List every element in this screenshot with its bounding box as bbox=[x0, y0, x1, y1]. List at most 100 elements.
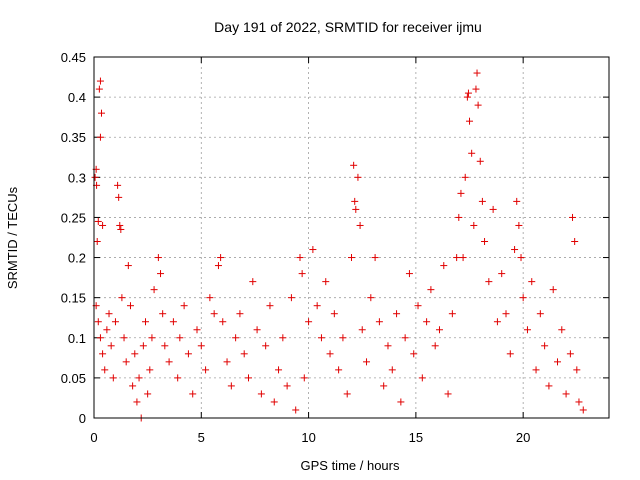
data-point bbox=[515, 221, 523, 229]
data-point bbox=[453, 254, 461, 262]
data-point bbox=[457, 189, 465, 197]
data-point bbox=[114, 181, 122, 189]
data-point bbox=[393, 310, 401, 318]
data-point bbox=[478, 197, 486, 205]
data-point bbox=[217, 254, 225, 262]
data-point bbox=[528, 278, 536, 286]
data-point bbox=[101, 366, 109, 374]
data-point bbox=[165, 358, 173, 366]
data-point bbox=[405, 270, 413, 278]
x-tick-label: 0 bbox=[90, 430, 97, 445]
data-point bbox=[375, 318, 383, 326]
axis-ticks: 0 0.05 0.1 0.15 0.2 0.25 0.3 0.35 0.4 0.45 0 5 10 15 2… bbox=[61, 50, 609, 445]
data-point bbox=[322, 278, 330, 286]
data-point bbox=[287, 294, 295, 302]
data-point bbox=[397, 398, 405, 406]
data-point bbox=[455, 213, 463, 221]
data-point bbox=[440, 262, 448, 270]
data-point bbox=[120, 334, 128, 342]
data-point bbox=[298, 270, 306, 278]
data-point bbox=[339, 334, 347, 342]
y-tick-label: 0.25 bbox=[61, 210, 86, 225]
data-point bbox=[96, 334, 104, 342]
plot-frame bbox=[93, 56, 610, 419]
data-point bbox=[571, 238, 579, 246]
data-point bbox=[99, 350, 107, 358]
data-point bbox=[423, 318, 431, 326]
data-point bbox=[335, 366, 343, 374]
data-point bbox=[367, 294, 375, 302]
y-tick-label: 0.3 bbox=[68, 170, 86, 185]
data-point bbox=[371, 254, 379, 262]
data-point bbox=[444, 390, 452, 398]
data-point bbox=[154, 254, 162, 262]
data-point bbox=[184, 350, 192, 358]
data-point bbox=[410, 350, 418, 358]
data-point bbox=[227, 382, 235, 390]
data-point bbox=[579, 406, 587, 414]
y-tick-label: 0.2 bbox=[68, 251, 86, 266]
data-point bbox=[193, 326, 201, 334]
data-point bbox=[474, 101, 482, 109]
data-point bbox=[142, 318, 149, 326]
data-point bbox=[351, 197, 359, 205]
data-point bbox=[414, 302, 422, 310]
data-point bbox=[94, 217, 102, 225]
data-point bbox=[536, 310, 544, 318]
data-point bbox=[427, 286, 435, 294]
data-point bbox=[463, 93, 471, 101]
data-point bbox=[292, 406, 300, 414]
data-point bbox=[558, 326, 566, 334]
data-point bbox=[139, 342, 147, 350]
data-point bbox=[202, 366, 210, 374]
data-point bbox=[95, 85, 103, 93]
data-point bbox=[129, 382, 137, 390]
data-point bbox=[418, 374, 426, 382]
data-point bbox=[300, 374, 308, 382]
data-point bbox=[517, 254, 525, 262]
data-point bbox=[472, 85, 480, 93]
data-point bbox=[107, 342, 115, 350]
data-point bbox=[174, 374, 182, 382]
data-point bbox=[343, 390, 351, 398]
y-tick-label: 0.1 bbox=[68, 331, 86, 346]
data-point bbox=[352, 205, 360, 213]
data-point bbox=[157, 270, 165, 278]
data-point bbox=[94, 318, 102, 326]
data-point bbox=[401, 334, 409, 342]
data-point bbox=[384, 342, 392, 350]
data-point bbox=[569, 213, 577, 221]
data-point bbox=[262, 342, 270, 350]
data-point bbox=[124, 262, 132, 270]
data-point bbox=[236, 310, 244, 318]
data-point bbox=[240, 350, 248, 358]
x-tick-label: 15 bbox=[409, 430, 423, 445]
data-point bbox=[146, 366, 154, 374]
data-point bbox=[358, 326, 366, 334]
data-point bbox=[135, 374, 143, 382]
data-point bbox=[270, 398, 278, 406]
data-point bbox=[356, 221, 364, 229]
data-point bbox=[197, 342, 205, 350]
data-point bbox=[523, 326, 531, 334]
data-point bbox=[245, 374, 252, 382]
data-point bbox=[549, 286, 557, 294]
data-point bbox=[354, 173, 362, 181]
data-point bbox=[313, 302, 321, 310]
data-point bbox=[459, 254, 467, 262]
data-point bbox=[223, 358, 231, 366]
data-point bbox=[554, 358, 561, 366]
data-point bbox=[275, 366, 283, 374]
data-point bbox=[511, 246, 519, 254]
data-point bbox=[330, 310, 338, 318]
data-point bbox=[326, 350, 334, 358]
data-point bbox=[502, 310, 510, 318]
data-point bbox=[461, 173, 469, 181]
data-point bbox=[435, 326, 443, 334]
y-axis-label: SRMTID / TECUs bbox=[5, 186, 20, 289]
data-point bbox=[253, 326, 261, 334]
data-point bbox=[219, 318, 227, 326]
data-point bbox=[350, 161, 358, 169]
data-point bbox=[91, 173, 99, 181]
